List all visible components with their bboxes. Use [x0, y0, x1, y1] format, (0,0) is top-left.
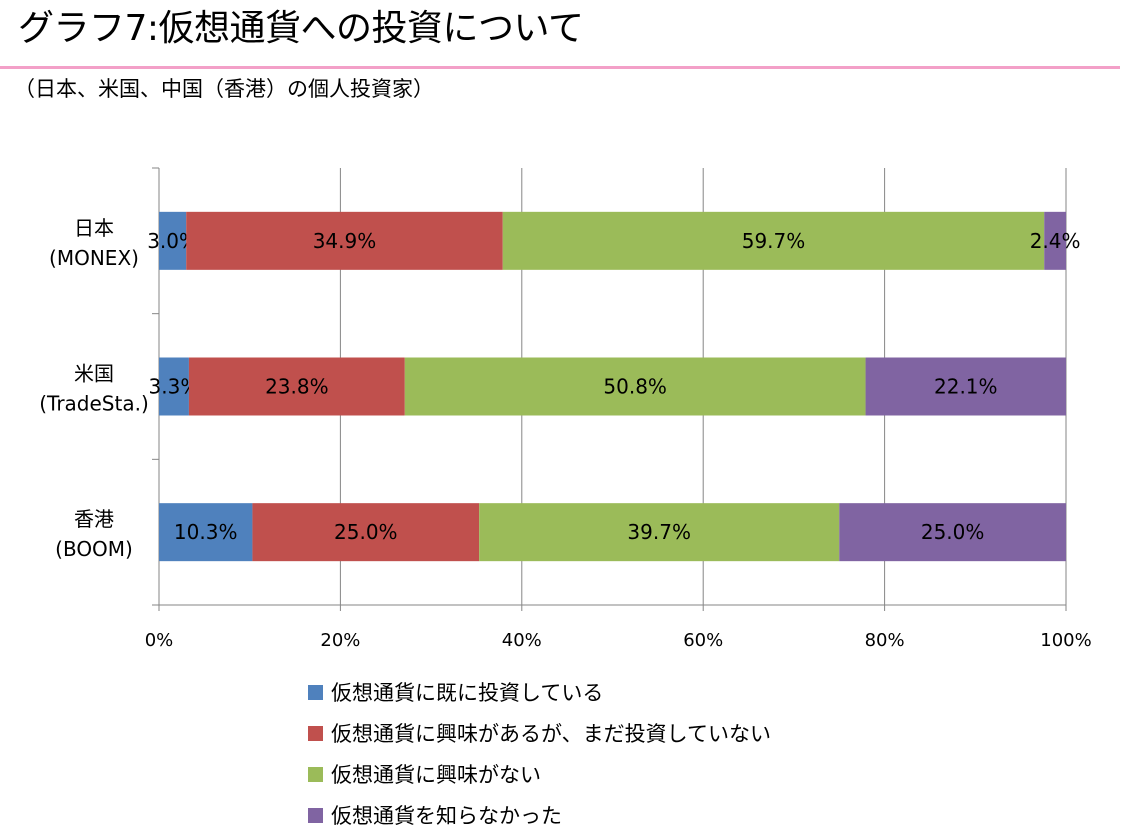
bar-segment [159, 503, 253, 562]
legend-label: 仮想通貨に既に投資している [331, 680, 604, 705]
bar-segment [404, 357, 866, 416]
data-label: 10.3% [174, 520, 238, 544]
data-label: 22.1% [934, 375, 998, 399]
legend-label: 仮想通貨を知らなかった [331, 803, 562, 828]
category-label: 日本 [74, 216, 114, 240]
x-tick-label: 60% [683, 630, 723, 651]
bar-segment [159, 211, 187, 270]
chart-legend: 仮想通貨に既に投資している仮想通貨に興味があるが、まだ投資していない 仮想通貨に興… [308, 672, 771, 836]
category-label: 米国 [74, 362, 114, 386]
data-label: 34.9% [313, 229, 377, 253]
x-tick-label: 80% [865, 630, 905, 651]
bar-segment [839, 503, 1066, 562]
page-title: グラフ7:仮想通貨への投資について [18, 8, 584, 49]
legend-swatch [308, 685, 323, 700]
legend-item: 仮想通貨に興味がない [308, 754, 771, 795]
title-divider [0, 66, 1120, 69]
category-sublabel: (MONEX) [49, 246, 139, 270]
x-tick-label: 0% [145, 630, 174, 651]
bar-segment [479, 503, 840, 562]
data-label: 2.4% [1030, 229, 1081, 253]
data-label: 59.7% [742, 229, 806, 253]
legend-swatch [308, 767, 323, 782]
x-tick-label: 100% [1040, 630, 1091, 651]
data-label: 50.8% [603, 375, 667, 399]
bar-segment [188, 357, 405, 416]
data-label: 39.7% [627, 520, 691, 544]
legend-swatch [308, 726, 323, 741]
data-label: 25.0% [334, 520, 398, 544]
x-tick-label: 40% [502, 630, 542, 651]
legend-item: 仮想通貨に興味があるが、まだ投資していない [308, 713, 771, 754]
category-label: 香港 [74, 507, 114, 531]
category-sublabel: (TradeSta.) [39, 392, 149, 416]
bar-segment [865, 357, 1066, 416]
bar-segment [502, 211, 1045, 270]
bar-segment [159, 357, 189, 416]
bar-segment [1044, 211, 1066, 270]
legend-label: 仮想通貨に興味があるが、まだ投資していない [331, 721, 771, 746]
legend-item: 仮想通貨に既に投資している [308, 672, 771, 713]
legend-swatch [308, 808, 323, 823]
data-label: 25.0% [921, 520, 985, 544]
x-tick-label: 20% [320, 630, 360, 651]
legend-item: 仮想通貨を知らなかった [308, 795, 771, 836]
category-sublabel: (BOOM) [55, 537, 133, 561]
bar-segment [252, 503, 480, 562]
page-subtitle: （日本、米国、中国（香港）の個人投資家） [14, 77, 434, 101]
legend-label: 仮想通貨に興味がない [331, 762, 541, 787]
data-label: 23.8% [265, 375, 329, 399]
bar-segment [186, 211, 503, 270]
